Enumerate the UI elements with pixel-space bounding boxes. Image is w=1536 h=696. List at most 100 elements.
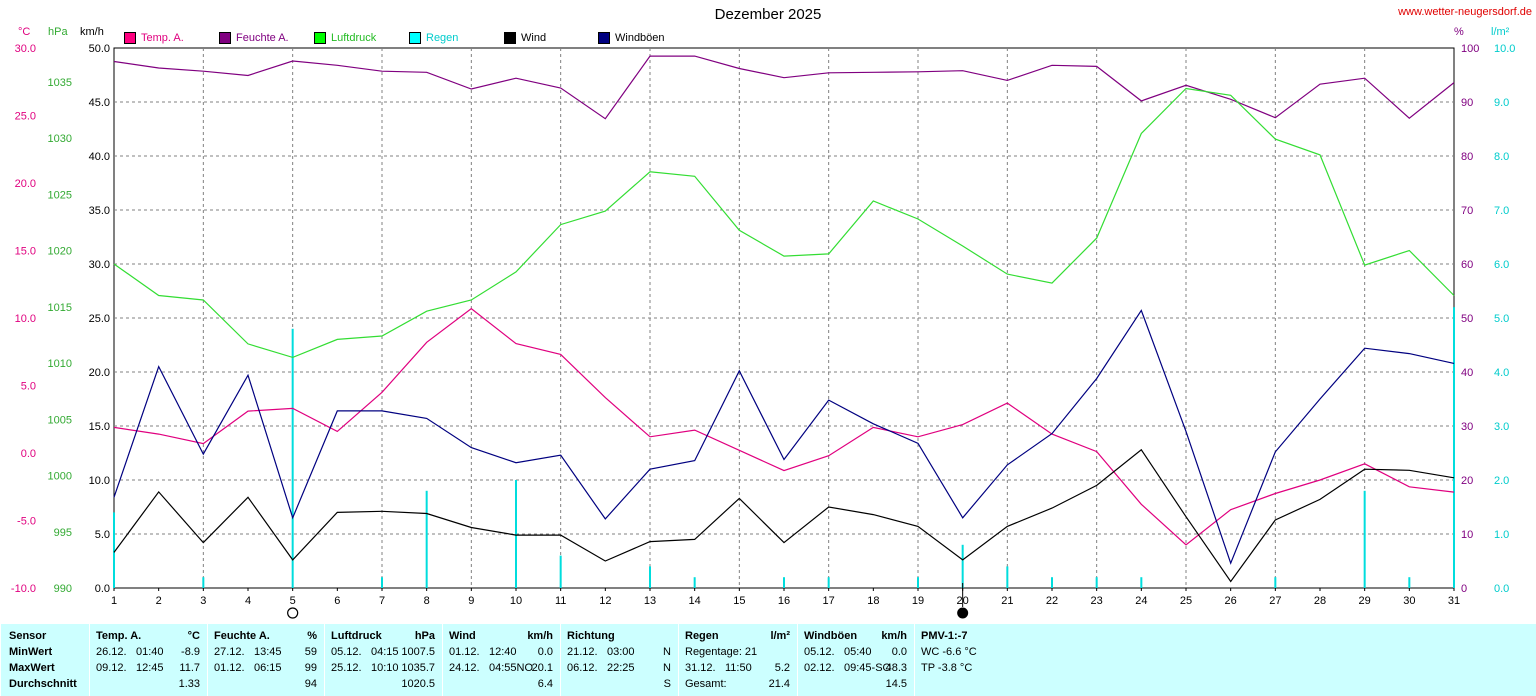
- table-col-temp-a: Temp. A. °C 26.12. 01:40 -8.9 09.12. 12:45 11.7…: [89, 624, 208, 696]
- table-head: Feuchte A.: [214, 630, 270, 642]
- humidity-tick-label: 70: [1461, 205, 1473, 217]
- series-line-feuchte-a: [113, 55, 1455, 120]
- rain-tick-label: 1.0: [1494, 529, 1509, 541]
- series-line-luftdruck: [113, 87, 1455, 359]
- wind-tick-label: 20.0: [89, 367, 110, 379]
- humidity-axis-unit: %: [1454, 26, 1464, 38]
- stats-table: Sensor MinWert MaxWert Durchschnitt Temp…: [0, 624, 1536, 696]
- rain-bar: [1363, 490, 1366, 588]
- legend-label: Regen: [426, 32, 459, 44]
- table-cell-value: 48.3: [885, 662, 907, 674]
- x-tick-label: 16: [778, 595, 790, 607]
- new-moon-icon: [957, 607, 969, 619]
- x-tick-label: 21: [1001, 595, 1013, 607]
- humidity-tick-label: 60: [1461, 259, 1473, 271]
- table-cell-date: 02.12.: [804, 662, 835, 674]
- table-row-label: MaxWert: [9, 662, 55, 674]
- x-tick-label: 27: [1269, 595, 1281, 607]
- table-col-regen: Regen l/m² Regentage: 21 31.12. 11:50 5.2 Gesa…: [678, 624, 798, 696]
- table-cell-value: 59: [304, 646, 317, 658]
- table-cell-time: 05:40: [844, 646, 872, 658]
- table-cell-value: 6.4: [537, 678, 553, 690]
- rain-bar: [649, 566, 651, 588]
- table-col-pmv-1-7: PMV-1:-7 WC -6.6 °C TP -3.8 °C: [914, 624, 1035, 696]
- table-cell-value: 5.2: [774, 662, 790, 674]
- x-tick-label: 28: [1314, 595, 1326, 607]
- table-cell-time: 12:40: [489, 646, 517, 658]
- rain-tick-label: 2.0: [1494, 475, 1509, 487]
- rain-bar: [961, 544, 964, 588]
- temp-tick-label: 5.0: [21, 381, 36, 393]
- legend-label: Luftdruck: [331, 32, 377, 44]
- series-line-temp-a: [113, 307, 1455, 546]
- table-cell-time: 01:40: [136, 646, 164, 658]
- table-cell-date: 26.12.: [96, 646, 127, 658]
- legend-swatch: [598, 32, 610, 44]
- wind-tick-label: 0.0: [95, 583, 110, 595]
- temp-tick-label: -10.0: [11, 583, 36, 595]
- humidity-tick-label: 50: [1461, 313, 1473, 325]
- x-tick-label: 23: [1091, 595, 1103, 607]
- table-col-windböen: Windböen km/h 05.12. 05:40 0.0 02.12. 09:45-SO…: [797, 624, 915, 696]
- rain-bar: [515, 480, 517, 588]
- x-tick-label: 14: [689, 595, 701, 607]
- table-cell: TP -3.8 °C: [921, 662, 973, 674]
- rain-bar: [1051, 577, 1053, 588]
- rain-bar: [783, 577, 785, 588]
- rain-bar: [1140, 577, 1143, 588]
- pressure-tick-label: 1030: [48, 133, 72, 145]
- table-head: Luftdruck: [331, 630, 382, 642]
- humidity-tick-label: 100: [1461, 43, 1479, 55]
- full-moon-icon: [287, 607, 299, 619]
- x-tick-label: 2: [156, 595, 162, 607]
- legend-wind: Wind: [504, 31, 546, 45]
- series-line-windböen: [113, 309, 1455, 565]
- temp-tick-label: 0.0: [21, 448, 36, 460]
- pressure-tick-label: 990: [54, 583, 72, 595]
- rain-bar: [1453, 307, 1455, 588]
- rain-bar: [425, 490, 428, 588]
- wind-tick-label: 45.0: [89, 97, 110, 109]
- x-tick-label: 10: [510, 595, 522, 607]
- rain-bar: [1006, 566, 1009, 588]
- x-tick-label: 7: [379, 595, 385, 607]
- table-head: Windböen: [804, 630, 858, 642]
- humidity-tick-label: 30: [1461, 421, 1473, 433]
- table-head: Sensor: [9, 630, 47, 642]
- pressure-tick-label: 1015: [48, 302, 72, 314]
- table-cell-date: Regentage: 21: [685, 646, 758, 658]
- x-tick-label: 15: [733, 595, 745, 607]
- rain-bar: [1408, 577, 1411, 588]
- legend-swatch: [219, 32, 231, 44]
- rain-tick-label: 4.0: [1494, 367, 1509, 379]
- table-cell-time: 03:00: [607, 646, 635, 658]
- table-cell-value: 1020.5: [401, 678, 435, 690]
- rain-tick-label: 5.0: [1494, 313, 1509, 325]
- table-cell-date: 01.12.: [449, 646, 480, 658]
- humidity-tick-label: 10: [1461, 529, 1473, 541]
- table-cell-date: 27.12.: [214, 646, 245, 658]
- temp-tick-label: 30.0: [15, 43, 36, 55]
- table-cell-date: Gesamt:: [685, 678, 727, 690]
- x-tick-label: 1: [111, 595, 117, 607]
- legend-label: Temp. A.: [141, 32, 184, 44]
- temp-tick-label: 20.0: [15, 178, 36, 190]
- x-tick-label: 26: [1225, 595, 1237, 607]
- legend-swatch: [504, 32, 516, 44]
- table-cell-value: 21.4: [768, 678, 790, 690]
- pressure-tick-label: 1020: [48, 246, 72, 258]
- pressure-tick-label: 1005: [48, 414, 72, 426]
- table-cell-time: 04:15: [371, 646, 399, 658]
- table-unit: km/h: [527, 630, 553, 642]
- rain-bar: [1274, 577, 1277, 588]
- table-cell-date: 21.12.: [567, 646, 598, 658]
- series-line-wind: [113, 448, 1455, 583]
- table-cell-date: 01.12.: [214, 662, 245, 674]
- table-col-luftdruck: Luftdruck hPa 05.12. 04:15 1007.5 25.12. 10:10…: [324, 624, 443, 696]
- x-tick-label: 11: [555, 595, 566, 607]
- table-unit: hPa: [414, 630, 435, 642]
- table-cell-time: 04:55NO: [489, 662, 534, 674]
- table-row-label: Durchschnitt: [9, 678, 77, 690]
- site-link[interactable]: www.wetter-neugersdorf.de: [1398, 6, 1532, 18]
- humidity-tick-label: 0: [1461, 583, 1467, 595]
